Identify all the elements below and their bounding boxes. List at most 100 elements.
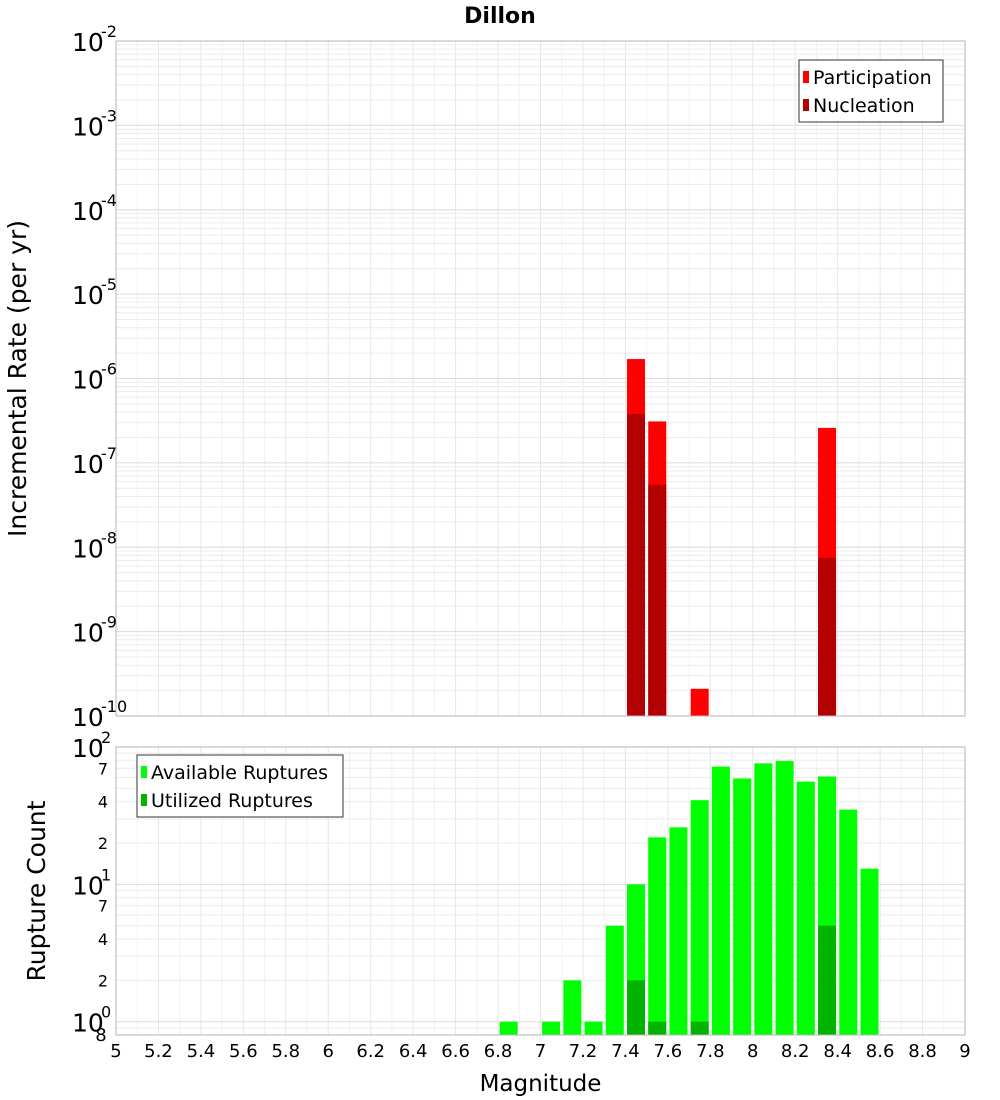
rate-legend-label: Participation <box>813 67 932 89</box>
count-y-tick-base: 10 <box>72 1009 104 1038</box>
x-tick-label: 7.6 <box>654 1041 683 1062</box>
rate-legend-box <box>798 59 944 123</box>
rate-legend: Participation Nucleation <box>798 59 944 123</box>
count-plot-border <box>115 746 966 1036</box>
count-bar-primary <box>669 827 688 1035</box>
x-axis-label: Magnitude <box>480 1071 602 1097</box>
count-bar-primary <box>711 766 730 1035</box>
x-tick-label: 8.2 <box>781 1041 810 1062</box>
count-y-minor-label: 8 <box>95 1025 106 1046</box>
rate-y-tick: 10-8 <box>72 528 117 563</box>
x-tick-label: 6.4 <box>399 1041 428 1062</box>
rate-y-tick-exponent: -2 <box>101 22 117 41</box>
count-bar-primary <box>796 781 815 1035</box>
x-tick-label: 7 <box>535 1041 546 1062</box>
x-tick-label: 8 <box>747 1041 758 1062</box>
rate-y-tick-base: 10 <box>72 197 104 226</box>
rate-y-tick-base: 10 <box>72 450 104 479</box>
x-tick-label: 5.8 <box>271 1041 300 1062</box>
count-bar-primary <box>860 868 879 1035</box>
rate-y-tick-exponent: -5 <box>101 275 117 294</box>
count-y-tick-exponent: 1 <box>101 865 111 884</box>
rate-y-tick-exponent: -4 <box>101 191 117 210</box>
count-y-tick: 102 <box>72 728 111 763</box>
count-y-tick: 100 <box>72 1003 111 1038</box>
x-tick-label: 6.8 <box>484 1041 513 1062</box>
count-y-minor-label: 7 <box>98 759 108 778</box>
count-bar-primary <box>648 837 667 1035</box>
count-bar-primary <box>499 1021 518 1035</box>
x-tick-label: 5.2 <box>144 1041 173 1062</box>
x-tick-label: 8.8 <box>908 1041 937 1062</box>
count-bar-primary <box>542 1021 561 1035</box>
rate-y-tick: 10-10 <box>72 697 127 732</box>
rate-y-tick-base: 10 <box>72 366 104 395</box>
rate-legend-swatch <box>803 71 809 83</box>
rate-y-tick-exponent: -3 <box>101 106 117 125</box>
count-y-minor-label: 4 <box>98 930 108 949</box>
rate-bars <box>627 359 837 716</box>
rate-y-tick: 10-5 <box>72 275 117 310</box>
rate-bar-secondary <box>627 413 646 716</box>
x-tick-label: 7.8 <box>696 1041 725 1062</box>
count-bars <box>499 761 879 1035</box>
rate-y-axis-label: Incremental Rate (per yr) <box>3 220 32 537</box>
rate-y-tick-exponent: -10 <box>101 697 127 716</box>
count-legend-label: Available Ruptures <box>151 762 328 784</box>
count-bar-secondary <box>690 1021 709 1035</box>
count-bar-primary <box>839 809 858 1035</box>
rate-y-tick-base: 10 <box>72 619 104 648</box>
count-legend: Available Ruptures Utilized Ruptures <box>136 754 344 818</box>
rate-y-tick-exponent: -8 <box>101 528 117 547</box>
x-tick-label: 6 <box>323 1041 334 1062</box>
x-tick-labels: 5 5.2 5.4 5.6 5.8 6 6.2 6.4 6.6 6.8 7 7.2 7.4 7.6 7.8 8… <box>110 1041 970 1062</box>
count-legend-box <box>136 754 344 818</box>
rate-legend-swatch <box>803 99 809 111</box>
count-y-minor-label: 7 <box>98 897 108 916</box>
count-legend-swatch <box>141 794 147 806</box>
count-bar-primary <box>605 925 624 1035</box>
count-bar-primary <box>733 778 752 1035</box>
count-y-minor-label: 2 <box>98 834 108 853</box>
count-bar-primary <box>775 761 794 1035</box>
rate-y-tick-exponent: -9 <box>101 613 117 632</box>
rate-y-tick: 10-6 <box>72 360 117 395</box>
count-legend-swatch <box>141 766 147 778</box>
rate-plot-border <box>115 40 966 717</box>
x-tick-label: 5.4 <box>187 1041 216 1062</box>
x-tick-label: 6.6 <box>441 1041 470 1062</box>
count-bar-primary <box>563 980 582 1035</box>
count-y-minor-label: 4 <box>98 793 108 812</box>
chart-title: Dillon <box>464 4 536 29</box>
count-bar-secondary <box>627 980 646 1035</box>
rate-bar-secondary <box>648 484 667 716</box>
count-bar-primary <box>584 1021 603 1035</box>
rate-bar-primary <box>690 688 709 716</box>
count-bar-primary <box>754 763 773 1035</box>
rate-y-tick: 10-4 <box>72 191 117 226</box>
count-y-tick-exponent: 0 <box>101 1003 111 1022</box>
count-y-tick-exponent: 2 <box>101 728 111 747</box>
x-tick-label: 6.2 <box>356 1041 385 1062</box>
count-bar-secondary <box>818 925 837 1035</box>
x-tick-label: 8.6 <box>866 1041 895 1062</box>
x-tick-label: 7.4 <box>611 1041 640 1062</box>
x-tick-label: 8.4 <box>823 1041 852 1062</box>
rate-y-tick-base: 10 <box>72 534 104 563</box>
x-tick-label: 5.6 <box>229 1041 258 1062</box>
x-tick-label: 7.2 <box>569 1041 598 1062</box>
count-y-tick-base: 10 <box>72 734 104 763</box>
x-tick-label: 5 <box>110 1041 121 1062</box>
rate-y-tick-exponent: -6 <box>101 360 117 379</box>
count-legend-label: Utilized Ruptures <box>151 790 313 812</box>
count-bar-secondary <box>648 1021 667 1035</box>
rate-y-tick: 10-2 <box>72 22 117 57</box>
count-y-tick: 101 <box>72 865 111 900</box>
rate-y-tick: 10-7 <box>72 444 117 479</box>
rate-gridlines <box>115 40 966 717</box>
rate-y-tick: 10-3 <box>72 106 117 141</box>
